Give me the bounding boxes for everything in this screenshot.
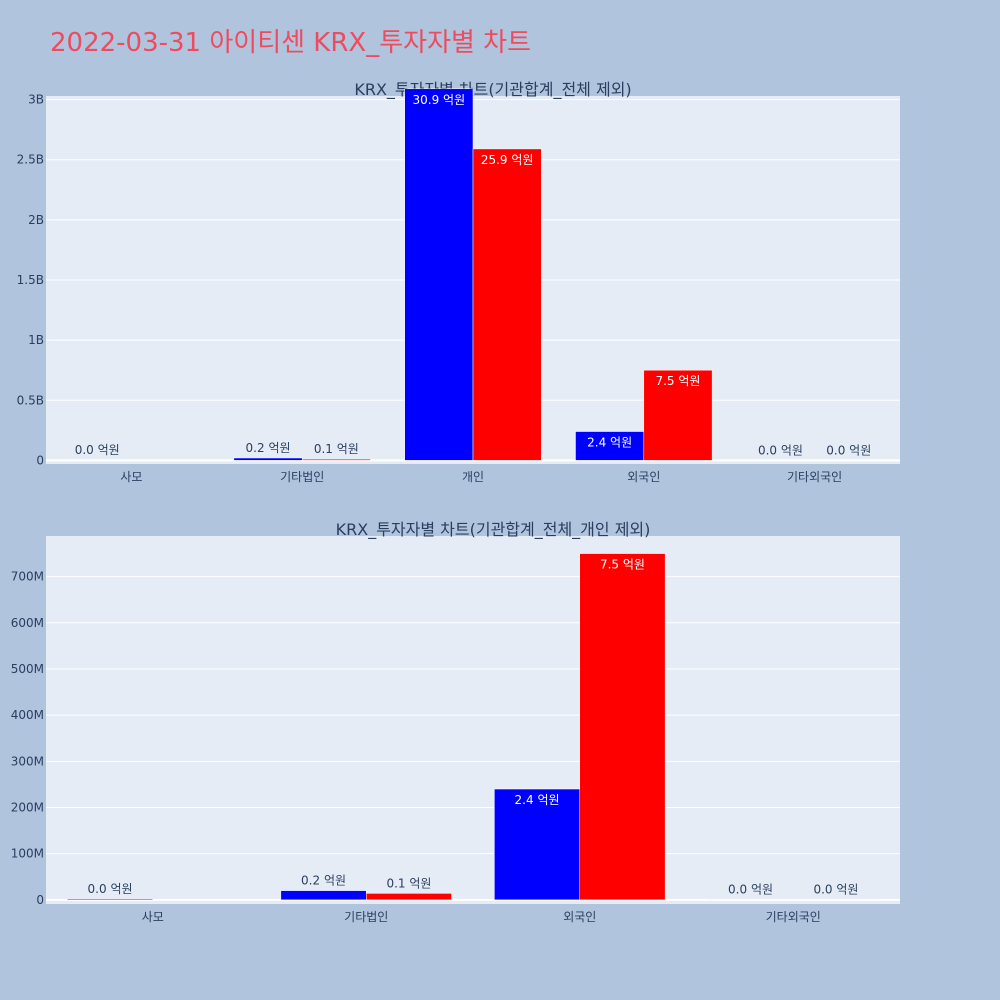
y-tick-label: 300M [11,754,44,768]
x-tick-label: 외국인 [627,470,660,484]
data-label: 0.1 억원 [386,876,431,890]
y-tick-label: 1.5B [17,273,44,287]
x-tick-label: 기타법인 [280,470,324,484]
data-label: 0.2 억원 [301,874,346,888]
plot-area [46,536,900,904]
y-tick-label: 2B [28,213,44,227]
data-label: 0.0 억원 [75,443,120,457]
data-label: 0.0 억원 [728,882,773,896]
y-tick-label: 0 [36,893,44,907]
data-label: 0.0 억원 [88,882,133,896]
data-label: 30.9 억원 [413,93,466,107]
bar [404,88,474,461]
page-title: 2022-03-31 아이티센 KRX_투자자별 차트 [50,28,532,58]
x-tick-label: 외국인 [563,910,596,924]
data-label: 0.0 억원 [758,443,803,457]
x-tick-label: 기타법인 [344,910,388,924]
bar [494,788,581,901]
y-tick-label: 200M [11,800,44,814]
data-label: 2.4 억원 [515,793,560,807]
bar [472,148,542,461]
y-tick-label: 3B [28,93,44,107]
chart-title: KRX_투자자별 차트(기관합계_전체 제외) [354,80,631,100]
bar [579,553,666,901]
x-tick-label: 기타외국인 [787,470,842,484]
data-label: 0.1 억원 [314,442,359,456]
y-tick-label: 600M [11,616,44,630]
data-label: 0.0 억원 [826,443,871,457]
bar [67,898,153,901]
bar [301,458,371,461]
chart-excluding-institutions-and-individuals: 0 100M 200M 300M 400M 500M 600M 700M KRX_투자자별 차트… [11,520,900,924]
data-label: 7.5 억원 [655,374,700,388]
y-tick-label: 0 [36,453,44,467]
bar [643,369,713,461]
y-tick-label: 400M [11,708,44,722]
x-tick-label: 사모 [120,470,142,484]
data-label: 2.4 억원 [587,436,632,450]
y-tick-label: 2.5B [17,153,44,167]
data-label: 7.5 억원 [600,558,645,572]
bar [366,893,452,901]
chart-excluding-institutions: 0 0.5B 1B 1.5B 2B 2.5B 3B KRX_투자자별 차트(기관합계_전체 제… [17,80,900,484]
y-tick-label: 1B [28,333,44,347]
y-tick-label: 500M [11,662,44,676]
bar [280,890,367,901]
chart-title: KRX_투자자별 차트(기관합계_전체_개인 제외) [336,520,651,540]
y-tick-label: 700M [11,570,44,584]
x-tick-label: 개인 [462,470,484,484]
y-tick-label: 100M [11,847,44,861]
data-label: 0.2 억원 [246,441,291,455]
x-tick-label: 사모 [142,910,164,924]
bar [233,457,303,461]
data-label: 0.0 억원 [813,882,858,896]
data-label: 25.9 억원 [481,153,534,167]
y-tick-label: 0.5B [17,393,44,407]
x-tick-label: 기타외국인 [766,910,821,924]
